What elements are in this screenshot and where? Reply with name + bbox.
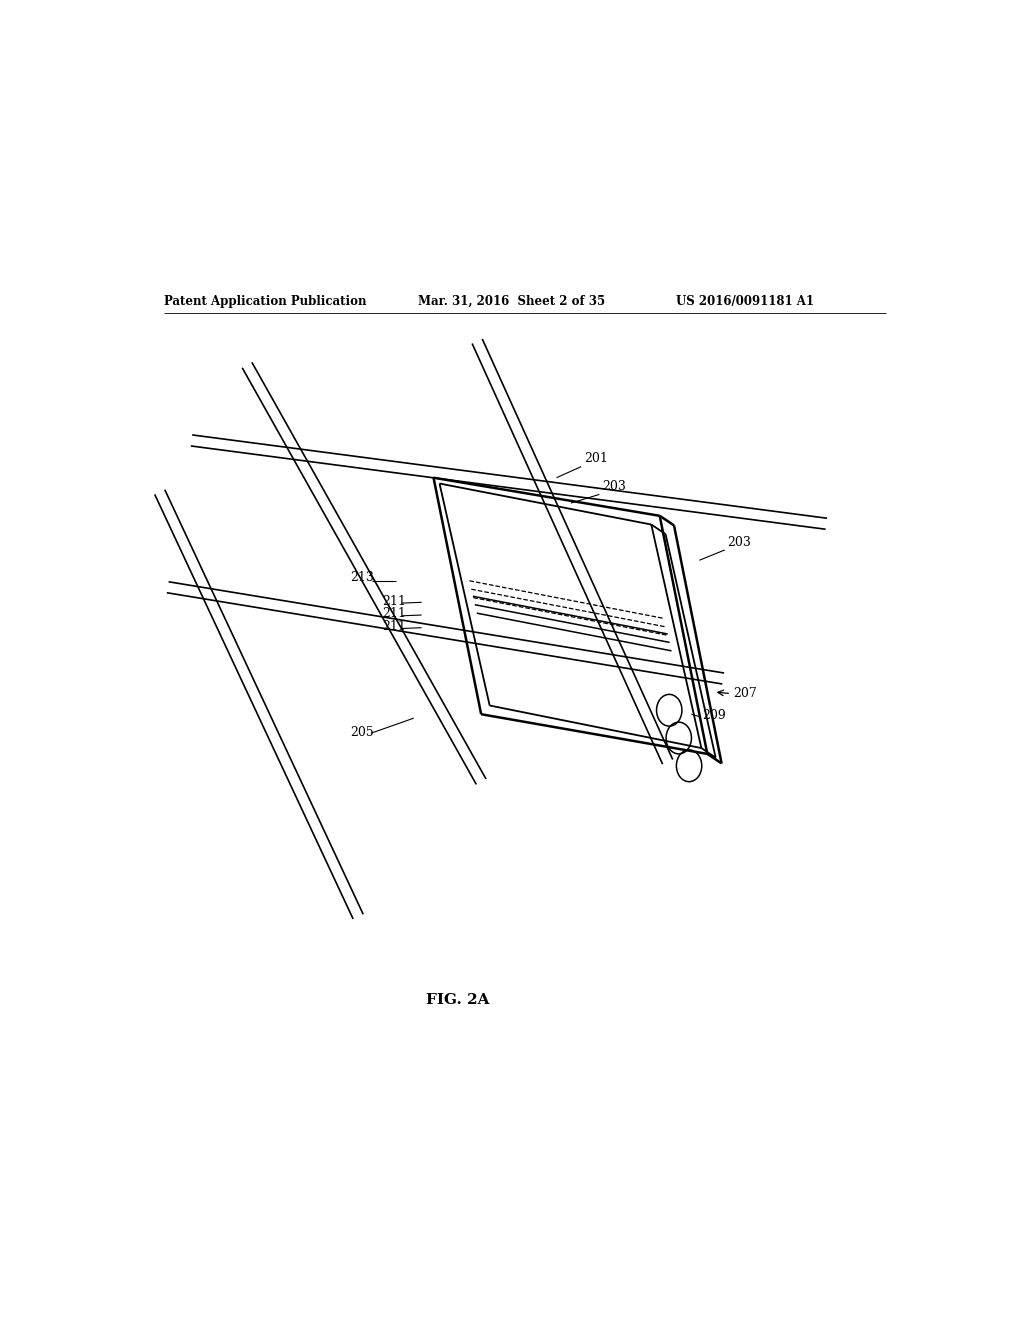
Text: 203: 203 [602,480,626,494]
Text: FIG. 2A: FIG. 2A [426,993,489,1007]
Text: 211: 211 [382,620,406,634]
Text: Mar. 31, 2016  Sheet 2 of 35: Mar. 31, 2016 Sheet 2 of 35 [418,294,605,308]
Text: 213: 213 [350,570,374,583]
Text: 211: 211 [382,607,406,620]
Text: 203: 203 [727,536,751,549]
Text: 207: 207 [733,686,757,700]
Text: 211: 211 [382,595,406,607]
Text: 209: 209 [702,709,726,722]
Text: 201: 201 [585,451,608,465]
Text: US 2016/0091181 A1: US 2016/0091181 A1 [676,294,814,308]
Text: 205: 205 [350,726,374,739]
Text: Patent Application Publication: Patent Application Publication [164,294,367,308]
